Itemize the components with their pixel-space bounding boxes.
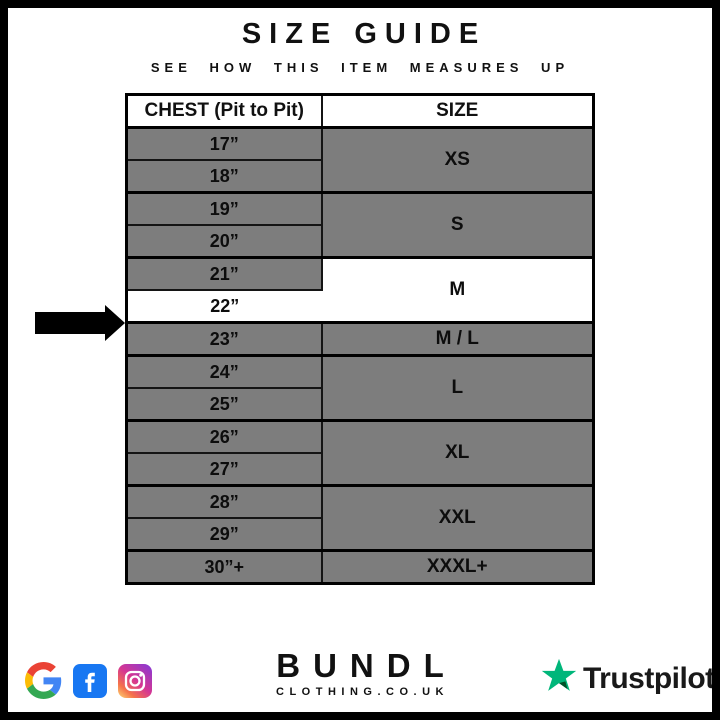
brand-name: BUNDL	[276, 647, 457, 684]
table-row: 29”	[125, 517, 594, 552]
page-subtitle: SEE HOW THIS ITEM MEASURES UP	[150, 60, 570, 75]
facebook-icon	[73, 663, 107, 698]
size-table: CHEST (Pit to Pit) SIZE 17” XS 18” 19” S…	[125, 93, 595, 585]
trustpilot-star-icon	[539, 656, 579, 701]
table-row: 21” M	[125, 256, 595, 324]
highlight-arrow	[35, 305, 125, 341]
size-cell-xxxl-plus: XXXL+	[320, 549, 595, 585]
table-row: 20”	[125, 224, 594, 259]
trustpilot-logo: Trustpilot	[539, 656, 715, 701]
table-row: 28” XXL	[125, 484, 595, 552]
table-row: 18”	[125, 159, 594, 194]
chest-cell-24: 24”	[125, 354, 323, 389]
chest-cell-20: 20”	[125, 224, 323, 259]
table-row: 23” M / L	[125, 321, 595, 357]
table-row: 25”	[125, 387, 594, 422]
brand-logo: BUNDL CLOTHING.CO.UK	[8, 647, 712, 699]
chest-cell-28: 28”	[125, 484, 323, 519]
size-cell-m-highlighted: M	[321, 256, 595, 324]
chest-cell-22-highlighted: 22”	[125, 289, 322, 324]
chest-cell-18: 18”	[125, 159, 323, 194]
table-row: 17” XS	[125, 126, 595, 194]
chest-cell-30plus: 30”+	[125, 549, 323, 585]
arrow-shaft	[35, 312, 105, 334]
column-header-size: SIZE	[320, 93, 595, 129]
trustpilot-label: Trustpilot	[583, 661, 715, 695]
instagram-icon	[118, 663, 152, 698]
chest-cell-27: 27”	[125, 452, 323, 487]
size-cell-l: L	[320, 354, 595, 422]
chest-cell-26: 26”	[125, 419, 323, 454]
chest-cell-17: 17”	[125, 126, 323, 161]
arrow-head	[105, 305, 125, 341]
brand-domain: CLOTHING.CO.UK	[276, 686, 449, 699]
google-icon	[25, 662, 62, 699]
size-cell-m-l: M / L	[320, 321, 595, 357]
size-cell-s: S	[320, 191, 595, 259]
table-row: 19” S	[125, 191, 595, 259]
chest-cell-25: 25”	[125, 387, 323, 422]
social-icons	[25, 662, 152, 699]
table-row: 27”	[125, 452, 594, 487]
table-row: 24” L	[125, 354, 595, 422]
chest-cell-23: 23”	[125, 321, 323, 357]
column-header-chest: CHEST (Pit to Pit)	[125, 93, 323, 129]
table-row: 26” XL	[125, 419, 595, 487]
chest-cell-21: 21”	[125, 256, 323, 291]
size-cell-xs: XS	[320, 126, 595, 194]
chest-cell-19: 19”	[125, 191, 323, 226]
size-cell-xl: XL	[320, 419, 595, 487]
table-row: 30”+ XXXL+	[125, 549, 595, 585]
size-cell-xxl: XXL	[320, 484, 595, 552]
chest-cell-29: 29”	[125, 517, 323, 552]
table-header-row: CHEST (Pit to Pit) SIZE	[125, 93, 595, 129]
page-title: SIZE GUIDE	[241, 18, 487, 50]
table-row-highlighted: 22”	[125, 289, 594, 324]
